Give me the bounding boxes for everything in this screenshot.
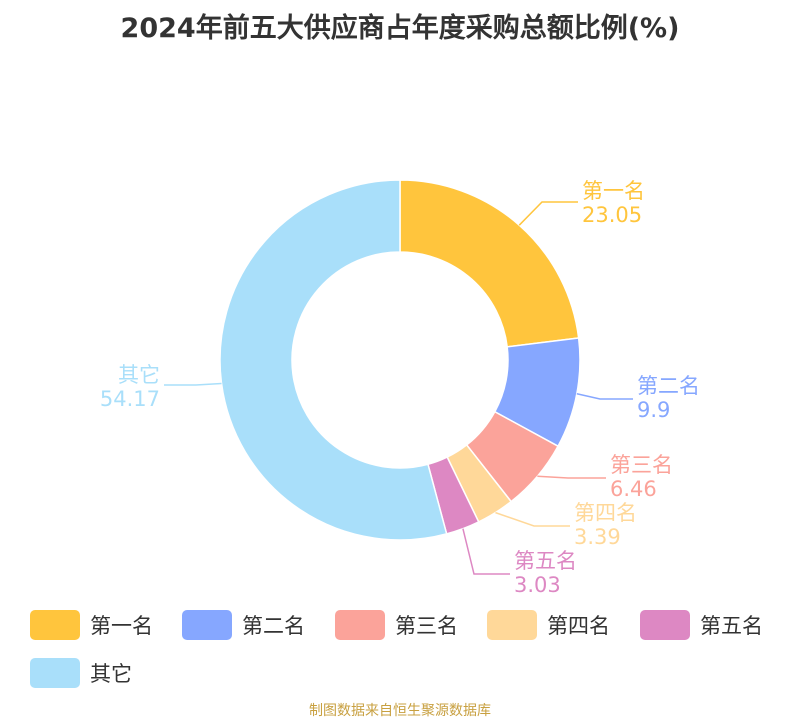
legend-label: 第二名 (242, 614, 305, 638)
legend-swatch (30, 610, 80, 640)
leader-line-6 (164, 382, 222, 386)
pie-slice-1 (399, 179, 580, 348)
legend-label: 第四名 (547, 614, 610, 638)
slice-label-6: 其它 (118, 363, 160, 387)
legend-swatch (487, 610, 537, 640)
slice-value-5: 3.03 (514, 573, 561, 597)
legend-swatch (182, 610, 232, 640)
legend-label: 其它 (90, 662, 132, 686)
slice-value-6: 54.17 (100, 387, 160, 411)
leader-line-5 (462, 528, 510, 575)
leader-line-1 (518, 201, 578, 226)
chart-title: 2024年前五大供应商占年度采购总额比例(%) (120, 13, 680, 44)
legend-label: 第五名 (700, 614, 763, 638)
leader-line-2 (576, 392, 633, 400)
leader-line-4 (495, 511, 570, 527)
leader-line-3 (537, 475, 606, 479)
slice-value-4: 3.39 (574, 525, 621, 549)
legend-label: 第三名 (395, 614, 458, 638)
legend-item-3[interactable]: 第三名 (335, 610, 458, 640)
source-note: 制图数据来自恒生聚源数据库 (309, 703, 491, 719)
legend-swatch (640, 610, 690, 640)
pie-slice-6 (219, 179, 448, 541)
slice-value-1: 23.05 (582, 203, 642, 227)
slice-label-1: 第一名 (582, 179, 645, 203)
legend-item-5[interactable]: 第五名 (640, 610, 763, 640)
legend-label: 第一名 (90, 614, 153, 638)
slice-label-2: 第二名 (637, 374, 700, 398)
slice-label-4: 第四名 (574, 501, 637, 525)
slice-label-3: 第三名 (610, 453, 673, 477)
slice-value-3: 6.46 (610, 477, 657, 501)
legend-item-1[interactable]: 第一名 (30, 610, 153, 640)
legend-swatch (335, 610, 385, 640)
legend-item-4[interactable]: 第四名 (487, 610, 610, 640)
legend-item-6[interactable]: 其它 (30, 658, 132, 688)
slice-label-5: 第五名 (514, 549, 577, 573)
legend-swatch (30, 658, 80, 688)
slice-value-2: 9.9 (637, 398, 670, 422)
legend-item-2[interactable]: 第二名 (182, 610, 305, 640)
